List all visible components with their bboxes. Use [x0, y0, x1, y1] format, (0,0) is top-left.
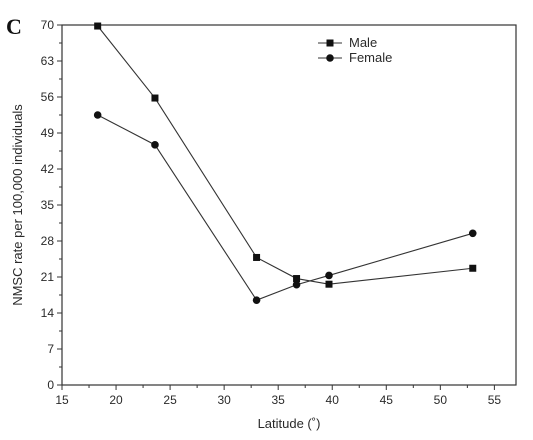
y-tick-label: 28 — [41, 234, 55, 248]
female-point — [325, 271, 333, 280]
female-series-line — [97, 114, 473, 301]
y-tick-label: 21 — [41, 270, 55, 284]
x-tick-label: 50 — [434, 393, 448, 407]
y-tick-label: 63 — [41, 54, 55, 68]
x-axis-title: Latitude (˚) — [258, 416, 321, 431]
panel-label: C — [6, 14, 22, 39]
legend-label-male: Male — [349, 35, 377, 50]
female-point — [252, 296, 261, 304]
y-tick-label: 70 — [41, 18, 55, 32]
male-point — [325, 280, 333, 288]
y-tick-label: 35 — [41, 198, 55, 212]
male-series-line — [97, 25, 473, 285]
y-axis-title: NMSC rate per 100,000 individuals — [10, 104, 25, 306]
female-point — [151, 141, 159, 149]
series-female — [93, 111, 477, 304]
plot-frame — [61, 24, 517, 386]
x-tick-label: 55 — [488, 393, 502, 407]
x-axis-ticks: 15 20 25 30 35 40 45 50 55 — [55, 385, 501, 407]
female-point — [468, 229, 477, 238]
male-point — [469, 264, 477, 272]
male-point — [293, 275, 301, 283]
legend-label-female: Female — [349, 50, 392, 65]
y-tick-label: 7 — [47, 342, 54, 356]
x-tick-label: 45 — [380, 393, 394, 407]
x-tick-label: 25 — [163, 393, 177, 407]
y-tick-label: 0 — [47, 378, 54, 392]
x-tick-label: 15 — [55, 393, 69, 407]
y-tick-label: 42 — [41, 162, 55, 176]
y-tick-label: 14 — [41, 306, 55, 320]
y-axis-ticks: 0 7 14 21 28 35 42 49 56 63 70 — [41, 18, 62, 392]
series-male — [94, 22, 477, 288]
male-point — [94, 22, 102, 30]
legend-marker-female — [326, 54, 334, 62]
legend-marker-male — [326, 39, 334, 47]
male-point — [151, 94, 159, 102]
y-tick-label: 49 — [41, 126, 55, 140]
male-point — [253, 253, 261, 261]
y-tick-label: 56 — [41, 90, 55, 104]
female-point — [93, 111, 102, 119]
x-tick-label: 35 — [272, 393, 286, 407]
series-layer — [93, 22, 477, 304]
x-tick-label: 30 — [217, 393, 231, 407]
female-point — [292, 280, 301, 289]
x-tick-label: 20 — [109, 393, 123, 407]
x-tick-label: 40 — [326, 393, 340, 407]
